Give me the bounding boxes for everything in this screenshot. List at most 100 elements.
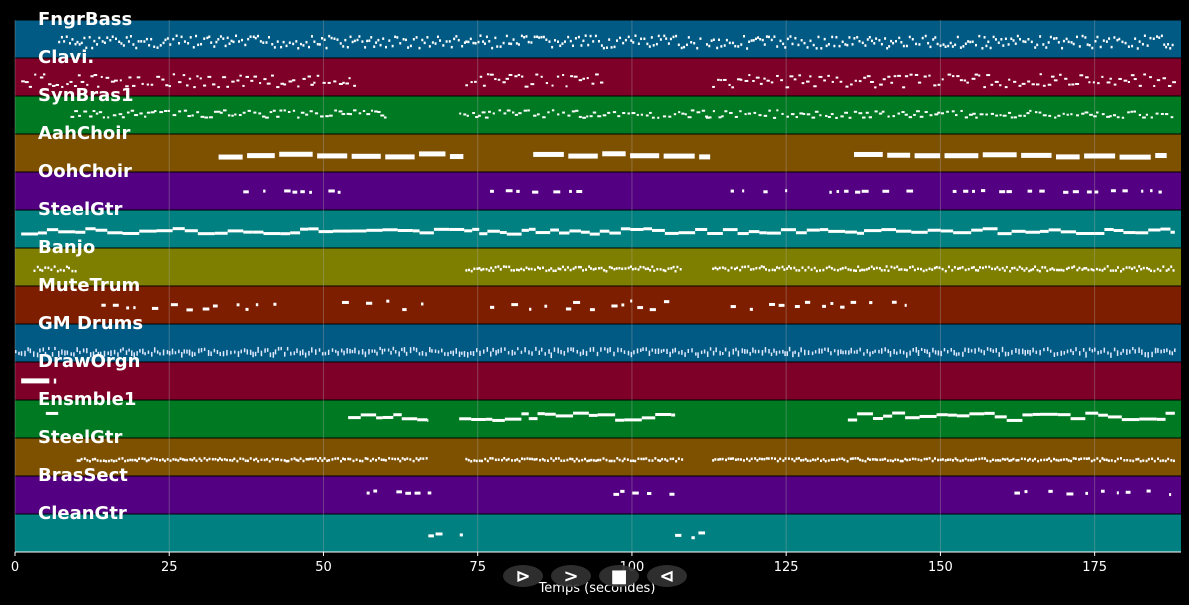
note xyxy=(282,40,285,44)
drum-hit xyxy=(623,350,626,354)
note xyxy=(712,459,715,462)
play-icon[interactable]: ⊳ xyxy=(515,566,530,587)
stop-icon[interactable]: ■ xyxy=(610,566,627,587)
note xyxy=(1004,458,1007,461)
drum-hit xyxy=(923,348,926,353)
note xyxy=(1041,266,1044,269)
note xyxy=(1096,111,1099,114)
note xyxy=(616,457,619,460)
note xyxy=(465,457,468,461)
note xyxy=(472,41,475,45)
note xyxy=(908,116,913,119)
note xyxy=(608,38,611,41)
note xyxy=(895,229,912,233)
note xyxy=(1118,77,1122,80)
note xyxy=(1011,267,1014,270)
rewind-button[interactable]: ⊲ xyxy=(647,565,687,587)
control-bg[interactable] xyxy=(599,565,639,587)
note xyxy=(793,459,796,463)
note xyxy=(222,76,227,79)
note xyxy=(66,83,69,86)
stop-button[interactable]: ■ xyxy=(599,565,639,587)
note xyxy=(588,413,598,417)
note xyxy=(127,40,130,43)
note xyxy=(810,268,813,271)
note xyxy=(1034,46,1037,49)
note xyxy=(150,37,153,41)
note xyxy=(498,109,502,112)
control-bg[interactable] xyxy=(647,565,687,587)
drum-hit xyxy=(162,349,165,356)
forward-icon[interactable]: > xyxy=(563,566,578,587)
forward-button[interactable]: > xyxy=(551,565,591,587)
note xyxy=(166,458,169,461)
note xyxy=(533,268,536,271)
drum-hit xyxy=(1174,348,1176,353)
note xyxy=(957,267,960,270)
note xyxy=(815,269,818,273)
note xyxy=(508,42,511,45)
note xyxy=(557,457,560,460)
note xyxy=(65,35,68,38)
note xyxy=(850,300,857,304)
note xyxy=(290,458,293,461)
x-axis: 0 25 50 75 100 125 150 175 xyxy=(11,551,1181,575)
note xyxy=(71,269,74,273)
note-block xyxy=(944,153,979,159)
note xyxy=(696,46,699,50)
note xyxy=(175,34,178,38)
note xyxy=(252,35,255,39)
note xyxy=(1078,45,1081,48)
note xyxy=(861,189,869,193)
note xyxy=(854,79,857,82)
note xyxy=(1028,269,1031,273)
note xyxy=(904,75,909,78)
control-bg[interactable] xyxy=(503,565,543,587)
note xyxy=(385,45,388,49)
note xyxy=(1109,115,1112,118)
note xyxy=(855,190,861,194)
note xyxy=(840,305,845,309)
note xyxy=(62,269,65,272)
note xyxy=(740,43,743,46)
note xyxy=(1121,418,1140,422)
note xyxy=(721,266,724,269)
note xyxy=(1141,42,1144,46)
playback-controls[interactable]: ⊳ > ■ ⊲ xyxy=(503,565,687,587)
note xyxy=(841,267,844,270)
note xyxy=(463,113,467,116)
note xyxy=(292,79,296,82)
note xyxy=(818,75,823,78)
note xyxy=(1015,459,1018,462)
note xyxy=(295,458,298,462)
note xyxy=(1139,459,1142,463)
note xyxy=(897,112,901,115)
note xyxy=(384,459,387,462)
note xyxy=(528,457,531,461)
note xyxy=(838,457,841,461)
note xyxy=(394,35,397,39)
note xyxy=(664,458,667,461)
note xyxy=(631,267,634,271)
note xyxy=(934,457,937,460)
note xyxy=(880,42,883,46)
note xyxy=(809,39,812,43)
note xyxy=(868,116,872,119)
note xyxy=(562,74,565,77)
control-bg[interactable] xyxy=(551,565,591,587)
note xyxy=(964,268,967,272)
drum-hit xyxy=(946,350,949,354)
note xyxy=(825,114,828,117)
note xyxy=(630,299,633,303)
note xyxy=(145,459,148,463)
drum-hit xyxy=(15,350,17,354)
drum-hit xyxy=(1151,351,1153,358)
note xyxy=(1063,190,1069,194)
note xyxy=(1068,83,1071,86)
note xyxy=(448,40,451,43)
rewind-icon[interactable]: ⊲ xyxy=(659,566,674,587)
note xyxy=(502,41,505,45)
note xyxy=(882,189,890,193)
play-button[interactable]: ⊳ xyxy=(503,565,543,587)
note xyxy=(482,84,486,87)
